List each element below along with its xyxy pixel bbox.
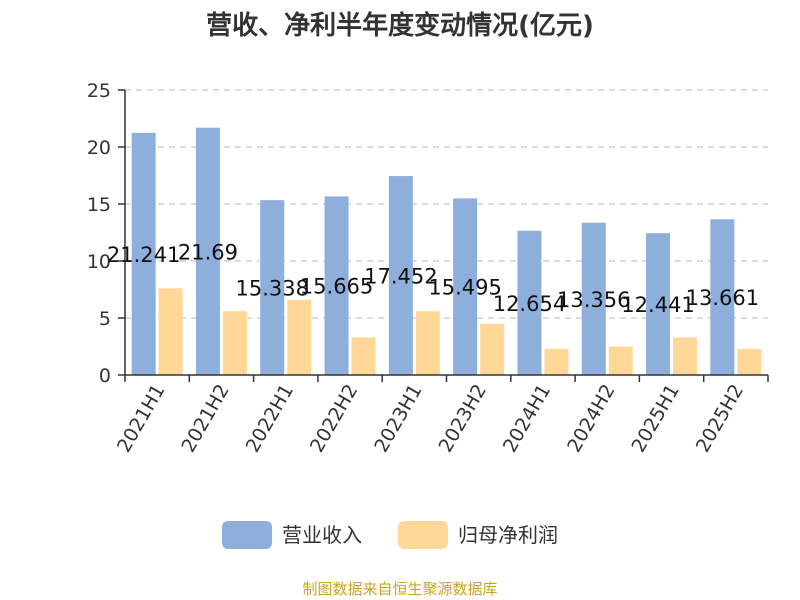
data-label-2023H2: 15.495: [428, 276, 501, 300]
bar-0-2025H1: [646, 233, 671, 375]
bar-0-2021H1: [131, 132, 156, 375]
data-label-2022H2: 15.665: [300, 275, 373, 299]
bar-1-2021H1: [158, 288, 183, 375]
y-tick-label-0: 0: [99, 365, 111, 387]
bar-0-2024H1: [517, 230, 542, 375]
data-label-2021H2: 21.69: [178, 240, 238, 264]
data-label-2024H2: 13.356: [557, 288, 630, 312]
bar-1-2024H2: [608, 346, 633, 375]
x-tick-label-2022H1: 2022H1: [242, 381, 298, 457]
bar-1-2022H1: [287, 299, 312, 375]
bar-0-2022H2: [324, 196, 349, 375]
data-label-2022H1: 15.338: [236, 277, 309, 301]
x-tick-label-2021H1: 2021H1: [113, 381, 169, 457]
source-note: 制图数据来自恒生聚源数据库: [302, 580, 497, 598]
y-tick-label-10: 10: [87, 251, 111, 273]
data-label-2025H2: 13.661: [686, 286, 759, 310]
bar-1-2024H1: [544, 348, 569, 375]
bar-1-2025H1: [673, 337, 698, 375]
data-label-2025H1: 12.441: [621, 293, 694, 317]
legend-label-net-profit: 归母净利润: [458, 523, 558, 547]
bar-0-2022H1: [260, 200, 285, 375]
bar-0-2023H2: [453, 198, 478, 375]
y-tick-label-15: 15: [87, 194, 111, 216]
bar-0-2024H2: [581, 222, 606, 375]
bar-0-2025H2: [710, 219, 735, 375]
x-tick-label-2025H2: 2025H2: [692, 381, 748, 457]
x-tick-label-2021H2: 2021H2: [177, 381, 233, 457]
x-tick-label-2023H2: 2023H2: [435, 381, 491, 457]
bar-1-2023H1: [415, 311, 440, 375]
chart-title: 营收、净利半年度变动情况(亿元): [206, 10, 594, 41]
bar-1-2023H2: [480, 323, 505, 375]
y-tick-label-5: 5: [99, 308, 111, 330]
grid-lines: [125, 89, 768, 319]
bar-1-2022H2: [351, 337, 376, 375]
x-tick-label-2025H1: 2025H1: [627, 381, 683, 457]
x-tick-label-2022H2: 2022H2: [306, 381, 362, 457]
x-tick-label-2024H1: 2024H1: [499, 381, 555, 457]
bar-1-2021H2: [222, 311, 247, 375]
bar-0-2021H2: [195, 127, 220, 375]
y-tick-label-25: 25: [87, 80, 111, 102]
bar-1-2025H2: [737, 348, 762, 375]
legend-swatch-net-profit: [398, 521, 448, 549]
data-label-2023H1: 17.452: [364, 265, 437, 289]
bar-0-2023H1: [388, 176, 413, 375]
x-tick-label-2024H2: 2024H2: [563, 381, 619, 457]
y-tick-label-20: 20: [87, 137, 111, 159]
legend-label-revenue: 营业收入: [282, 523, 362, 547]
data-label-2021H1: 21.241: [107, 243, 180, 267]
data-label-2024H1: 12.654: [493, 292, 566, 316]
legend: 营业收入 归母净利润: [222, 521, 558, 549]
x-tick-label-2023H1: 2023H1: [370, 381, 426, 457]
legend-swatch-revenue: [222, 521, 272, 549]
bars: [131, 127, 762, 375]
